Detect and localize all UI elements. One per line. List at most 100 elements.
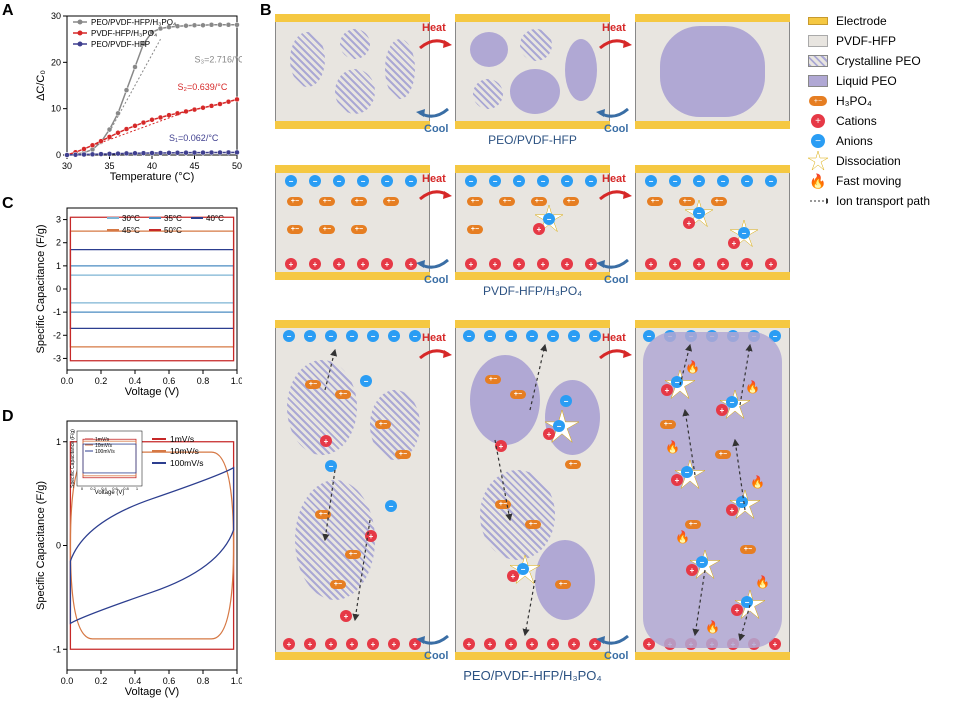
data-point xyxy=(158,115,163,120)
data-point xyxy=(175,150,180,155)
data-point xyxy=(65,153,70,158)
cation-ion: + xyxy=(726,504,738,516)
crystalline-peo xyxy=(335,69,375,114)
annotation: S₃=2.716/°C xyxy=(195,54,243,64)
data-point xyxy=(167,150,172,155)
electrode xyxy=(635,272,790,280)
panel-d-label: D xyxy=(2,408,14,426)
electrode xyxy=(275,652,430,660)
cv-curve xyxy=(70,231,233,347)
data-point xyxy=(141,120,146,125)
anion-ion: − xyxy=(285,175,297,187)
x-tick: 0.0 xyxy=(61,676,74,686)
h3po4-ion: +− xyxy=(525,520,541,529)
y-tick: 0 xyxy=(56,150,61,160)
panel-d-chart: 0.00.20.40.60.81.0-101Voltage (V)Specifi… xyxy=(32,413,242,698)
data-point xyxy=(226,150,231,155)
x-tick: 1.0 xyxy=(231,676,242,686)
anion-ion: − xyxy=(489,175,501,187)
cation-ion: + xyxy=(533,223,545,235)
h3po4-ion: +− xyxy=(287,197,303,206)
legend-icon xyxy=(808,34,828,48)
legend-icon xyxy=(808,74,828,88)
cation-ion: + xyxy=(463,638,475,650)
anion-ion: − xyxy=(568,330,580,342)
h3po4-ion: +− xyxy=(740,545,756,554)
anion-ion: − xyxy=(367,330,379,342)
data-point xyxy=(218,150,223,155)
liquid-peo xyxy=(470,32,508,67)
cation-ion: + xyxy=(683,217,695,229)
anion-ion: − xyxy=(693,207,705,219)
data-point xyxy=(184,23,189,28)
system-label: PVDF-HFP/H₃PO₄ xyxy=(275,284,790,298)
cation-ion: + xyxy=(645,258,657,270)
data-point xyxy=(107,151,112,156)
anion-ion: − xyxy=(409,330,421,342)
anion-ion: − xyxy=(741,175,753,187)
data-point xyxy=(209,22,214,27)
data-point xyxy=(192,150,197,155)
electrode xyxy=(635,652,790,660)
cation-ion: + xyxy=(686,564,698,576)
svg-text:0: 0 xyxy=(81,486,84,491)
cation-ion: + xyxy=(717,258,729,270)
cation-ion: + xyxy=(365,530,377,542)
h3po4-ion: +− xyxy=(319,197,335,206)
anion-ion: − xyxy=(333,175,345,187)
anion-ion: − xyxy=(484,330,496,342)
electrode xyxy=(635,121,790,129)
x-tick: 1.0 xyxy=(231,376,242,386)
h3po4-ion: +− xyxy=(351,225,367,234)
cation-ion: + xyxy=(507,570,519,582)
anion-ion: − xyxy=(388,330,400,342)
y-tick: 3 xyxy=(56,215,61,225)
y-tick: -1 xyxy=(53,307,61,317)
y-tick: 1 xyxy=(56,261,61,271)
h3po4-ion: +− xyxy=(485,375,501,384)
anion-ion: − xyxy=(765,175,777,187)
h3po4-ion: +− xyxy=(351,197,367,206)
data-point xyxy=(82,152,87,157)
fire-icon: 🔥 xyxy=(685,360,700,374)
heat-label: Heat xyxy=(602,173,626,185)
cation-ion: + xyxy=(561,258,573,270)
h3po4-ion: +− xyxy=(467,225,483,234)
anion-ion: − xyxy=(309,175,321,187)
fire-icon: 🔥 xyxy=(755,575,770,589)
heat-label: Heat xyxy=(602,22,626,34)
electrode xyxy=(275,165,430,173)
anion-ion: − xyxy=(738,227,750,239)
electrode xyxy=(455,121,610,129)
legend-text: 30°C xyxy=(122,214,140,223)
cation-ion: + xyxy=(547,638,559,650)
anion-ion: − xyxy=(463,330,475,342)
h3po4-ion: +− xyxy=(499,197,515,206)
cation-ion: + xyxy=(320,435,332,447)
crystalline-peo xyxy=(340,29,370,59)
liquid-peo xyxy=(660,26,765,117)
x-tick: 0.2 xyxy=(95,376,108,386)
anion-ion: − xyxy=(553,420,565,432)
anion-ion: − xyxy=(560,395,572,407)
x-tick: 0.2 xyxy=(95,676,108,686)
electrode xyxy=(455,272,610,280)
cation-ion: + xyxy=(489,258,501,270)
anion-ion: − xyxy=(671,376,683,388)
legend-text: Cations xyxy=(836,114,877,128)
y-tick: -1 xyxy=(53,644,61,654)
legend-item-crystalline-peo: Crystalline PEO xyxy=(808,54,943,68)
h3po4-ion: +− xyxy=(345,550,361,559)
liquid-peo xyxy=(470,355,540,445)
legend-text: 10mV/s xyxy=(170,446,199,456)
y-tick: 2 xyxy=(56,238,61,248)
legend-item-electrode: Electrode xyxy=(808,14,943,28)
data-point xyxy=(201,23,206,28)
cation-ion: + xyxy=(346,638,358,650)
cv-curve xyxy=(70,266,233,312)
anion-ion: − xyxy=(693,175,705,187)
data-point xyxy=(116,151,121,156)
anion-ion: − xyxy=(537,175,549,187)
panel-a-label: A xyxy=(2,2,14,20)
x-axis-label: Temperature (°C) xyxy=(110,171,194,183)
